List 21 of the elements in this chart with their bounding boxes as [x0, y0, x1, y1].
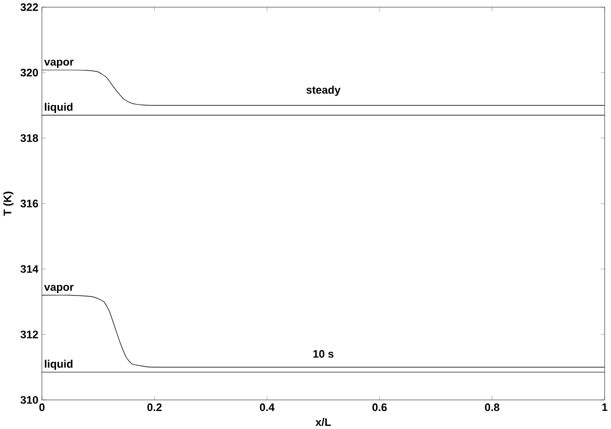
x-tick-label: 0.8 [484, 403, 500, 411]
series-label: liquid [44, 102, 72, 113]
series-label: vapor [44, 60, 74, 68]
y-tick-label: 310 [20, 396, 38, 404]
y-tick-label: 314 [20, 264, 38, 273]
x-tick-label: 0.2 [147, 403, 162, 411]
x-tick-label: 0.4 [260, 403, 275, 411]
annotation: steady [306, 86, 340, 96]
y-tick-label: 320 [20, 68, 38, 76]
annotation: 10 s [313, 350, 334, 358]
y-axis-title: T (K) [3, 192, 14, 216]
y-tick-label: 312 [20, 330, 38, 338]
y-tick-label: 316 [20, 200, 38, 208]
series-label: vapor [44, 284, 74, 293]
y-tick-label: 318 [20, 134, 38, 142]
x-axis-title: x/L [316, 418, 331, 426]
x-tick-label: 0 [39, 403, 45, 411]
x-tick-label: 0.6 [372, 403, 387, 411]
x-tick-label: 1 [602, 403, 608, 411]
series-label: liquid [44, 360, 72, 370]
y-tick-label: 322 [20, 3, 38, 11]
